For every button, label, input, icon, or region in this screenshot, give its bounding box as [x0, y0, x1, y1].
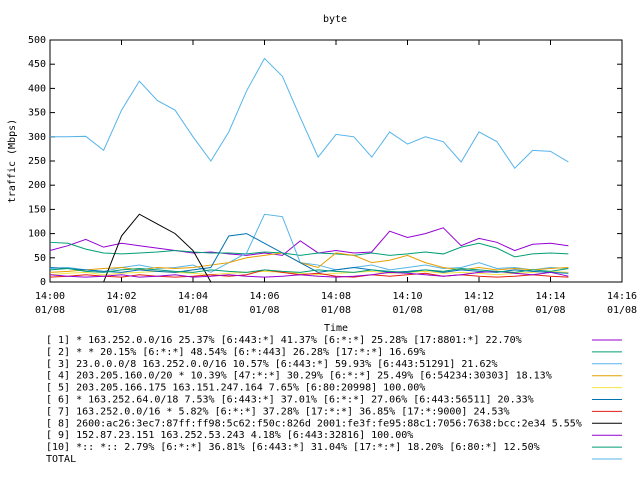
- x-tick-date: 01/08: [607, 305, 637, 316]
- series-line: [49, 269, 569, 278]
- series-line: [50, 57, 569, 170]
- y-tick-label: 500: [28, 35, 46, 46]
- x-tick-date: 01/08: [178, 305, 208, 316]
- series-line: [49, 233, 569, 274]
- series-line: [49, 267, 569, 273]
- y-tick-label: 200: [28, 180, 46, 191]
- legend-label: [ 7] 163.252.0.0/16 * 5.82% [6:*:*] 37.2…: [46, 406, 510, 417]
- legend-label: [ 4] 203.205.160.0/20 * 10.39% [47:*:*] …: [46, 371, 552, 382]
- series-line: [103, 213, 212, 283]
- x-tick-label: 14:10: [392, 291, 422, 302]
- x-tick-date: 01/08: [106, 305, 136, 316]
- y-axis-label: traffic (Mbps): [7, 119, 18, 203]
- x-tick-date: 01/08: [535, 305, 565, 316]
- x-tick-date: 01/08: [464, 305, 494, 316]
- x-tick-label: 14:06: [249, 291, 279, 302]
- x-tick-date: 01/08: [249, 305, 279, 316]
- legend-label: [ 8] 2600:ac26:3ec7:87ff:ff98:5c62:f50c:…: [46, 418, 582, 429]
- x-tick-date: 01/08: [35, 305, 65, 316]
- legend-label: TOTAL: [46, 454, 76, 465]
- x-tick-label: 14:08: [321, 291, 351, 302]
- x-tick-label: 14:16: [607, 291, 637, 302]
- x-tick-label: 14:14: [535, 291, 565, 302]
- series-line: [49, 252, 569, 273]
- y-tick-label: 300: [28, 132, 46, 143]
- y-tick-label: 250: [28, 156, 46, 167]
- legend-label: [ 6] * 163.252.64.0/18 7.53% [6:443:*] 3…: [46, 395, 534, 406]
- y-tick-label: 150: [28, 204, 46, 215]
- legend-label: [ 2] * * 20.15% [6:*:*] 48.54% [6:*:443]…: [46, 347, 425, 358]
- legend-label: [10] *:: *:: 2.79% [6:*:*] 36.81% [6:443…: [46, 442, 540, 453]
- legend-label: [ 1] * 163.252.0.0/16 25.37% [6:443:*] 4…: [46, 335, 522, 346]
- y-tick-label: 400: [28, 83, 46, 94]
- series-line: [49, 270, 569, 278]
- legend-label: [ 5] 203.205.166.175 163.151.247.164 7.6…: [46, 383, 425, 394]
- legend-label: [ 9] 152.87.23.151 163.252.53.243 4.18% …: [46, 430, 413, 441]
- y-tick-label: 450: [28, 59, 46, 70]
- series-line: [49, 213, 569, 273]
- y-tick-label: 0: [40, 277, 46, 288]
- y-tick-label: 350: [28, 108, 46, 119]
- x-tick-date: 01/08: [392, 305, 422, 316]
- series-line: [49, 227, 569, 256]
- x-axis-label: Time: [324, 323, 348, 334]
- x-tick-label: 14:02: [106, 291, 136, 302]
- x-tick-label: 14:04: [178, 291, 208, 302]
- x-tick-label: 14:00: [35, 291, 65, 302]
- legend-label: [ 3] 23.0.0.0/8 163.252.0.0/16 10.57% [6…: [46, 359, 498, 370]
- x-tick-date: 01/08: [321, 305, 351, 316]
- y-tick-label: 50: [34, 253, 46, 264]
- x-tick-label: 14:12: [464, 291, 494, 302]
- y-tick-label: 100: [28, 229, 46, 240]
- series-line: [49, 241, 569, 258]
- chart-title: byte: [323, 14, 347, 25]
